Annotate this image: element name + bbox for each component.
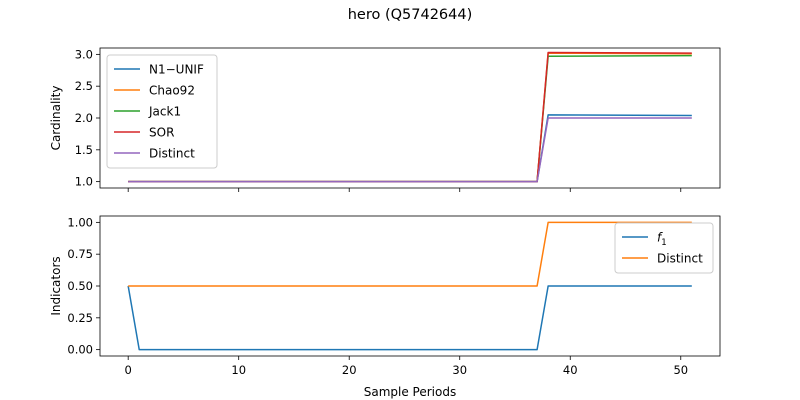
legend-label-distinct: Distinct <box>149 147 195 161</box>
series-line-distinct <box>128 117 692 183</box>
x-tick-label: 30 <box>452 363 467 377</box>
legend-label-n1-unif: N1−UNIF <box>149 63 204 77</box>
x-tick-label: 10 <box>231 363 246 377</box>
legend-label-chao92: Chao92 <box>149 84 195 98</box>
x-tick-label: 40 <box>563 363 578 377</box>
figure-title: hero (Q5742644) <box>348 7 473 23</box>
legend-label-f1: f1 <box>657 231 667 249</box>
y-tick-label: 2.5 <box>75 79 93 93</box>
y-axis-label-indicators: Indicators <box>49 256 63 315</box>
x-tick-label: 50 <box>673 363 688 377</box>
legend-label-sor: SOR <box>149 126 174 140</box>
legend-box <box>106 54 218 169</box>
y-tick-label: 0.50 <box>67 279 93 293</box>
legend-label-jack1: Jack1 <box>148 105 181 119</box>
panel-indicators: Indicators 0.00 0.25 0.50 0.75 1.00 0 10 20 30 40… <box>49 215 721 377</box>
y-axis-label-cardinality: Cardinality <box>49 86 63 151</box>
x-tick-label: 0 <box>125 363 132 377</box>
plot-area-frame <box>99 215 721 357</box>
legend-box <box>614 222 714 274</box>
series-line-f1 <box>127 285 692 351</box>
panel-cardinality: Cardinality 1.0 1.5 2.0 2.5 3.0 N1−UNIF Chao92… <box>49 47 721 192</box>
y-tick-label: 0.25 <box>67 311 93 325</box>
plot-area-frame <box>99 47 721 189</box>
series-line-distinct <box>128 221 692 287</box>
y-tick-label: 3.0 <box>75 47 93 61</box>
y-tick-label: 1.00 <box>67 215 93 229</box>
legend-label-distinct: Distinct <box>657 252 703 266</box>
legend: N1−UNIF Chao92 Jack1 SOR Distinct <box>106 54 218 169</box>
x-axis-label: Sample Periods <box>364 385 456 399</box>
x-tick-label: 20 <box>342 363 357 377</box>
y-tick-label: 1.5 <box>75 143 93 157</box>
y-tick-label: 1.0 <box>75 175 93 189</box>
y-tick-label: 0.75 <box>67 247 93 261</box>
y-tick-label: 2.0 <box>75 111 93 125</box>
legend: f1 Distinct <box>614 222 714 274</box>
y-tick-label: 0.00 <box>67 343 93 357</box>
